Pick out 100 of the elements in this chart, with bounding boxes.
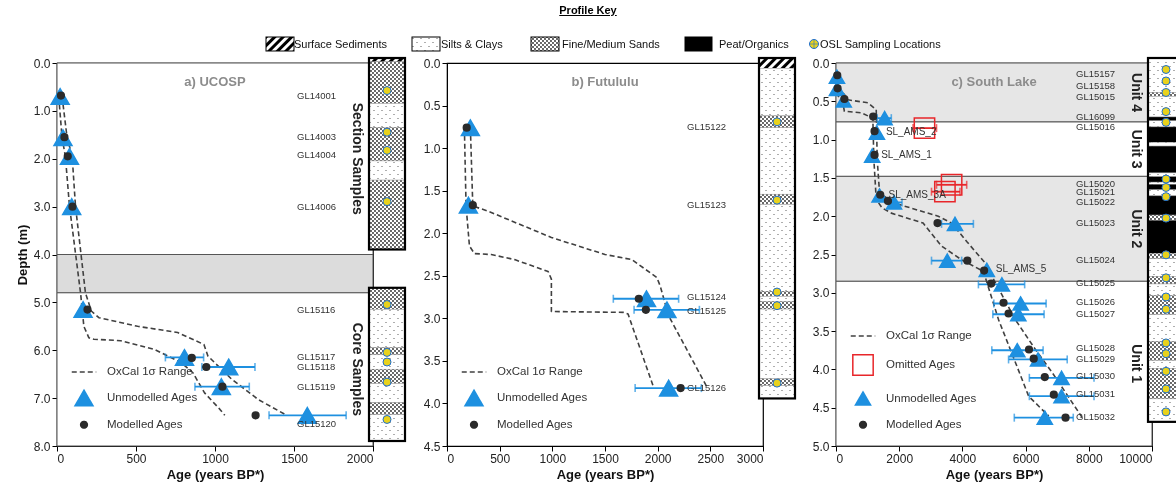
band-label: Unit 4 (1129, 73, 1145, 113)
legend-label: OxCal 1σ Range (886, 329, 972, 341)
y-tick-label: 1.5 (812, 171, 830, 186)
annotation: GL15023 (1076, 217, 1116, 229)
y-tick-label: 3.0 (423, 311, 441, 326)
annotation: GL15024 (1076, 253, 1116, 265)
y-tick-label: 3.0 (812, 286, 830, 301)
text: Profile Key (558, 4, 618, 16)
text: Surface Sediments (294, 38, 387, 50)
text: OSL Sampling Locations (820, 38, 941, 50)
legend-label: Unmodelled Ages (886, 391, 977, 404)
annotation: GL14004 (297, 149, 337, 161)
annotation: GL15120 (297, 418, 337, 430)
x-tick-label: 2000 (644, 451, 672, 466)
annotation: GL15027 (1076, 308, 1116, 320)
y-tick-label: 1.0 (423, 141, 441, 156)
legend-label: Modelled Ages (886, 417, 962, 430)
y-tick-label: 4.5 (812, 401, 830, 416)
legend-label: Unmodelled Ages (107, 391, 198, 403)
x-tick-label: 0 (57, 451, 65, 466)
y-tick-label: 2.5 (812, 248, 830, 262)
annotation: GL15032 (1076, 410, 1116, 422)
x-tick-label: 3000 (736, 451, 764, 466)
y-tick-label: 0.0 (423, 56, 441, 71)
annotation: SL_AMS_5 (995, 262, 1047, 274)
x-tick-label: 8000 (1075, 451, 1103, 466)
annotation: GL16099 (1076, 110, 1116, 122)
annotation: GL15122 (687, 120, 727, 132)
annotation: GL15157 (1076, 68, 1116, 80)
x-tick-label: 0 (447, 451, 455, 466)
legend-label: Modelled Ages (497, 417, 573, 430)
annotation: GL14001 (297, 89, 337, 101)
annotation: GL15124 (687, 291, 727, 303)
y-tick-label: 4.0 (423, 396, 441, 411)
annotation: GL15158 (1076, 79, 1116, 91)
annotation: GL15118 (297, 361, 336, 373)
legend-label: OxCal 1σ Range (107, 365, 193, 377)
y-tick-label: 2.0 (423, 226, 441, 241)
y-tick-label: 1.0 (812, 133, 830, 148)
annotation: GL15119 (297, 381, 336, 393)
legend-label: Unmodelled Ages (497, 391, 588, 403)
y-tick-label: 2.0 (812, 209, 830, 224)
annotation: GL15015 (1076, 91, 1116, 103)
x-tick-label: 10000 (1119, 451, 1153, 466)
x-tick-label: 4000 (949, 451, 977, 466)
y-tick-label: 3.5 (423, 354, 441, 369)
text: c) South Lake (951, 74, 1037, 89)
band-label: Unit 2 (1129, 209, 1145, 249)
legend-label: Omitted Ages (886, 358, 956, 370)
annotation: GL15116 (297, 303, 336, 315)
x-tick-label: 1500 (592, 451, 620, 466)
y-tick-label: 2.5 (423, 269, 441, 284)
annotation: GL15028 (1076, 341, 1116, 353)
legend-label: OxCal 1σ Range (497, 365, 583, 377)
annotation: GL15016 (1076, 121, 1116, 133)
y-tick-label: 4.0 (812, 362, 830, 377)
y-tick-label: 0.5 (423, 99, 441, 114)
annotation: GL15123 (687, 199, 727, 211)
x-tick-label: 2500 (697, 451, 725, 466)
x-axis-title: Age (years BP*) (556, 466, 655, 482)
text: a) UCOSP (184, 74, 247, 89)
x-tick-label: 500 (126, 451, 147, 466)
x-tick-label: 1500 (281, 451, 309, 466)
annotation: GL14003 (297, 131, 337, 143)
y-axis-title: Depth (m) (14, 224, 30, 286)
text: Peat/Organics (719, 38, 789, 50)
x-tick-label: 500 (490, 451, 511, 466)
x-tick-label: 0 (836, 451, 844, 466)
annotation: GL15117 (297, 351, 336, 363)
annotation: GL14006 (297, 200, 337, 212)
legend-label: Modelled Ages (107, 417, 183, 430)
x-tick-label: 1000 (539, 451, 567, 466)
y-tick-label: 1.5 (423, 184, 441, 199)
annotation: GL15029 (1076, 352, 1116, 364)
annotation: GL15022 (1076, 195, 1116, 207)
annotation: GL15026 (1076, 295, 1116, 307)
text: Silts & Clays (441, 38, 503, 50)
y-tick-label: 6.0 (33, 343, 51, 358)
y-tick-label: 5.0 (812, 439, 830, 454)
x-tick-label: 2000 (346, 451, 374, 466)
y-tick-label: 3.0 (33, 200, 51, 215)
y-tick-label: 2.0 (33, 152, 51, 167)
band-label: Core Samples (350, 322, 366, 417)
band-label: Section Samples (350, 102, 366, 215)
x-tick-label: 6000 (1012, 451, 1040, 466)
y-tick-label: 0.5 (812, 94, 830, 109)
annotation: SL_AMS_1 (881, 148, 933, 160)
y-tick-label: 5.0 (33, 295, 51, 310)
annotation: GL15031 (1076, 387, 1116, 399)
band-label: Unit 1 (1129, 344, 1145, 384)
y-tick-label: 8.0 (33, 439, 51, 454)
y-tick-label: 3.5 (812, 324, 830, 339)
x-tick-label: 1000 (202, 451, 230, 466)
annotation: GL15030 (1076, 370, 1116, 382)
y-tick-label: 0.0 (33, 56, 51, 71)
x-axis-title: Age (years BP*) (945, 466, 1044, 482)
text: b) Futululu (571, 74, 639, 89)
x-axis-title: Age (years BP*) (166, 466, 265, 482)
text: Fine/Medium Sands (562, 38, 660, 50)
y-tick-label: 7.0 (33, 391, 51, 406)
